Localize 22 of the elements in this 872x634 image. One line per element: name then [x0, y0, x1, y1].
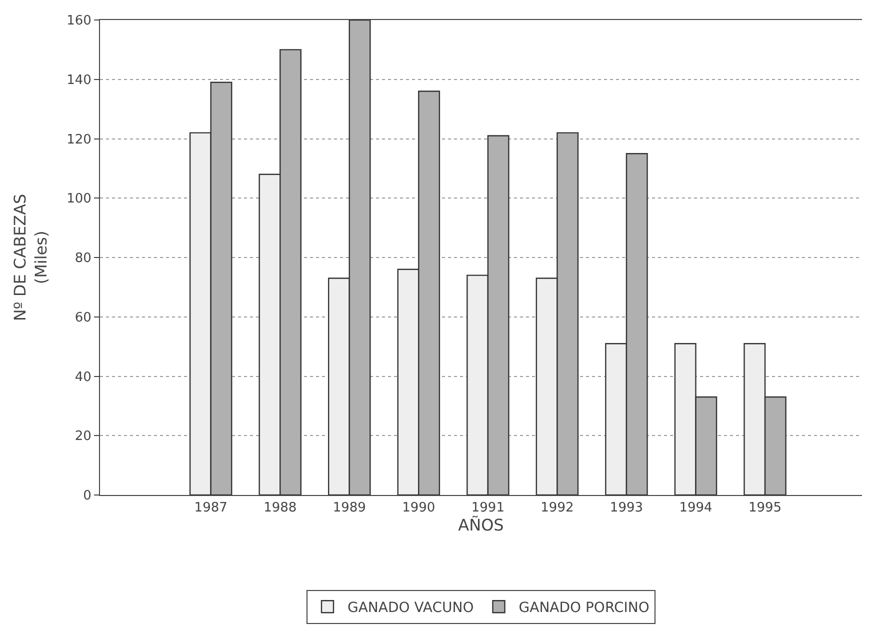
legend-label: GANADO VACUNO — [348, 600, 474, 616]
y-tick-label: 0 — [83, 488, 92, 504]
y-tick-label: 80 — [74, 251, 92, 266]
x-tick-label: 1989 — [332, 500, 366, 516]
x-tick-label: 1987 — [194, 500, 228, 516]
y-tick-label: 100 — [66, 192, 92, 207]
x-tick-label: 1988 — [264, 500, 297, 516]
x-tick-label: 1991 — [471, 500, 504, 516]
x-tick-label: 1994 — [679, 500, 712, 516]
x-axis-title: AÑOS — [458, 516, 504, 535]
y-tick-label: 140 — [66, 72, 92, 88]
legend-label: GANADO PORCINO — [518, 600, 650, 616]
y-tick-label: 160 — [66, 14, 92, 29]
x-tick-label: 1992 — [540, 500, 574, 516]
y-tick-label: 60 — [74, 310, 92, 326]
y-tick-label: 120 — [66, 132, 92, 148]
x-tick-label: 1993 — [610, 500, 644, 516]
y-tick-label: 40 — [74, 370, 92, 385]
x-tick-label: 1995 — [748, 500, 782, 516]
x-tick-label: 1990 — [402, 500, 436, 516]
y-tick-label: 20 — [74, 429, 92, 444]
y-axis-title: Nº DE CABEZAS (Miles) — [10, 194, 50, 322]
